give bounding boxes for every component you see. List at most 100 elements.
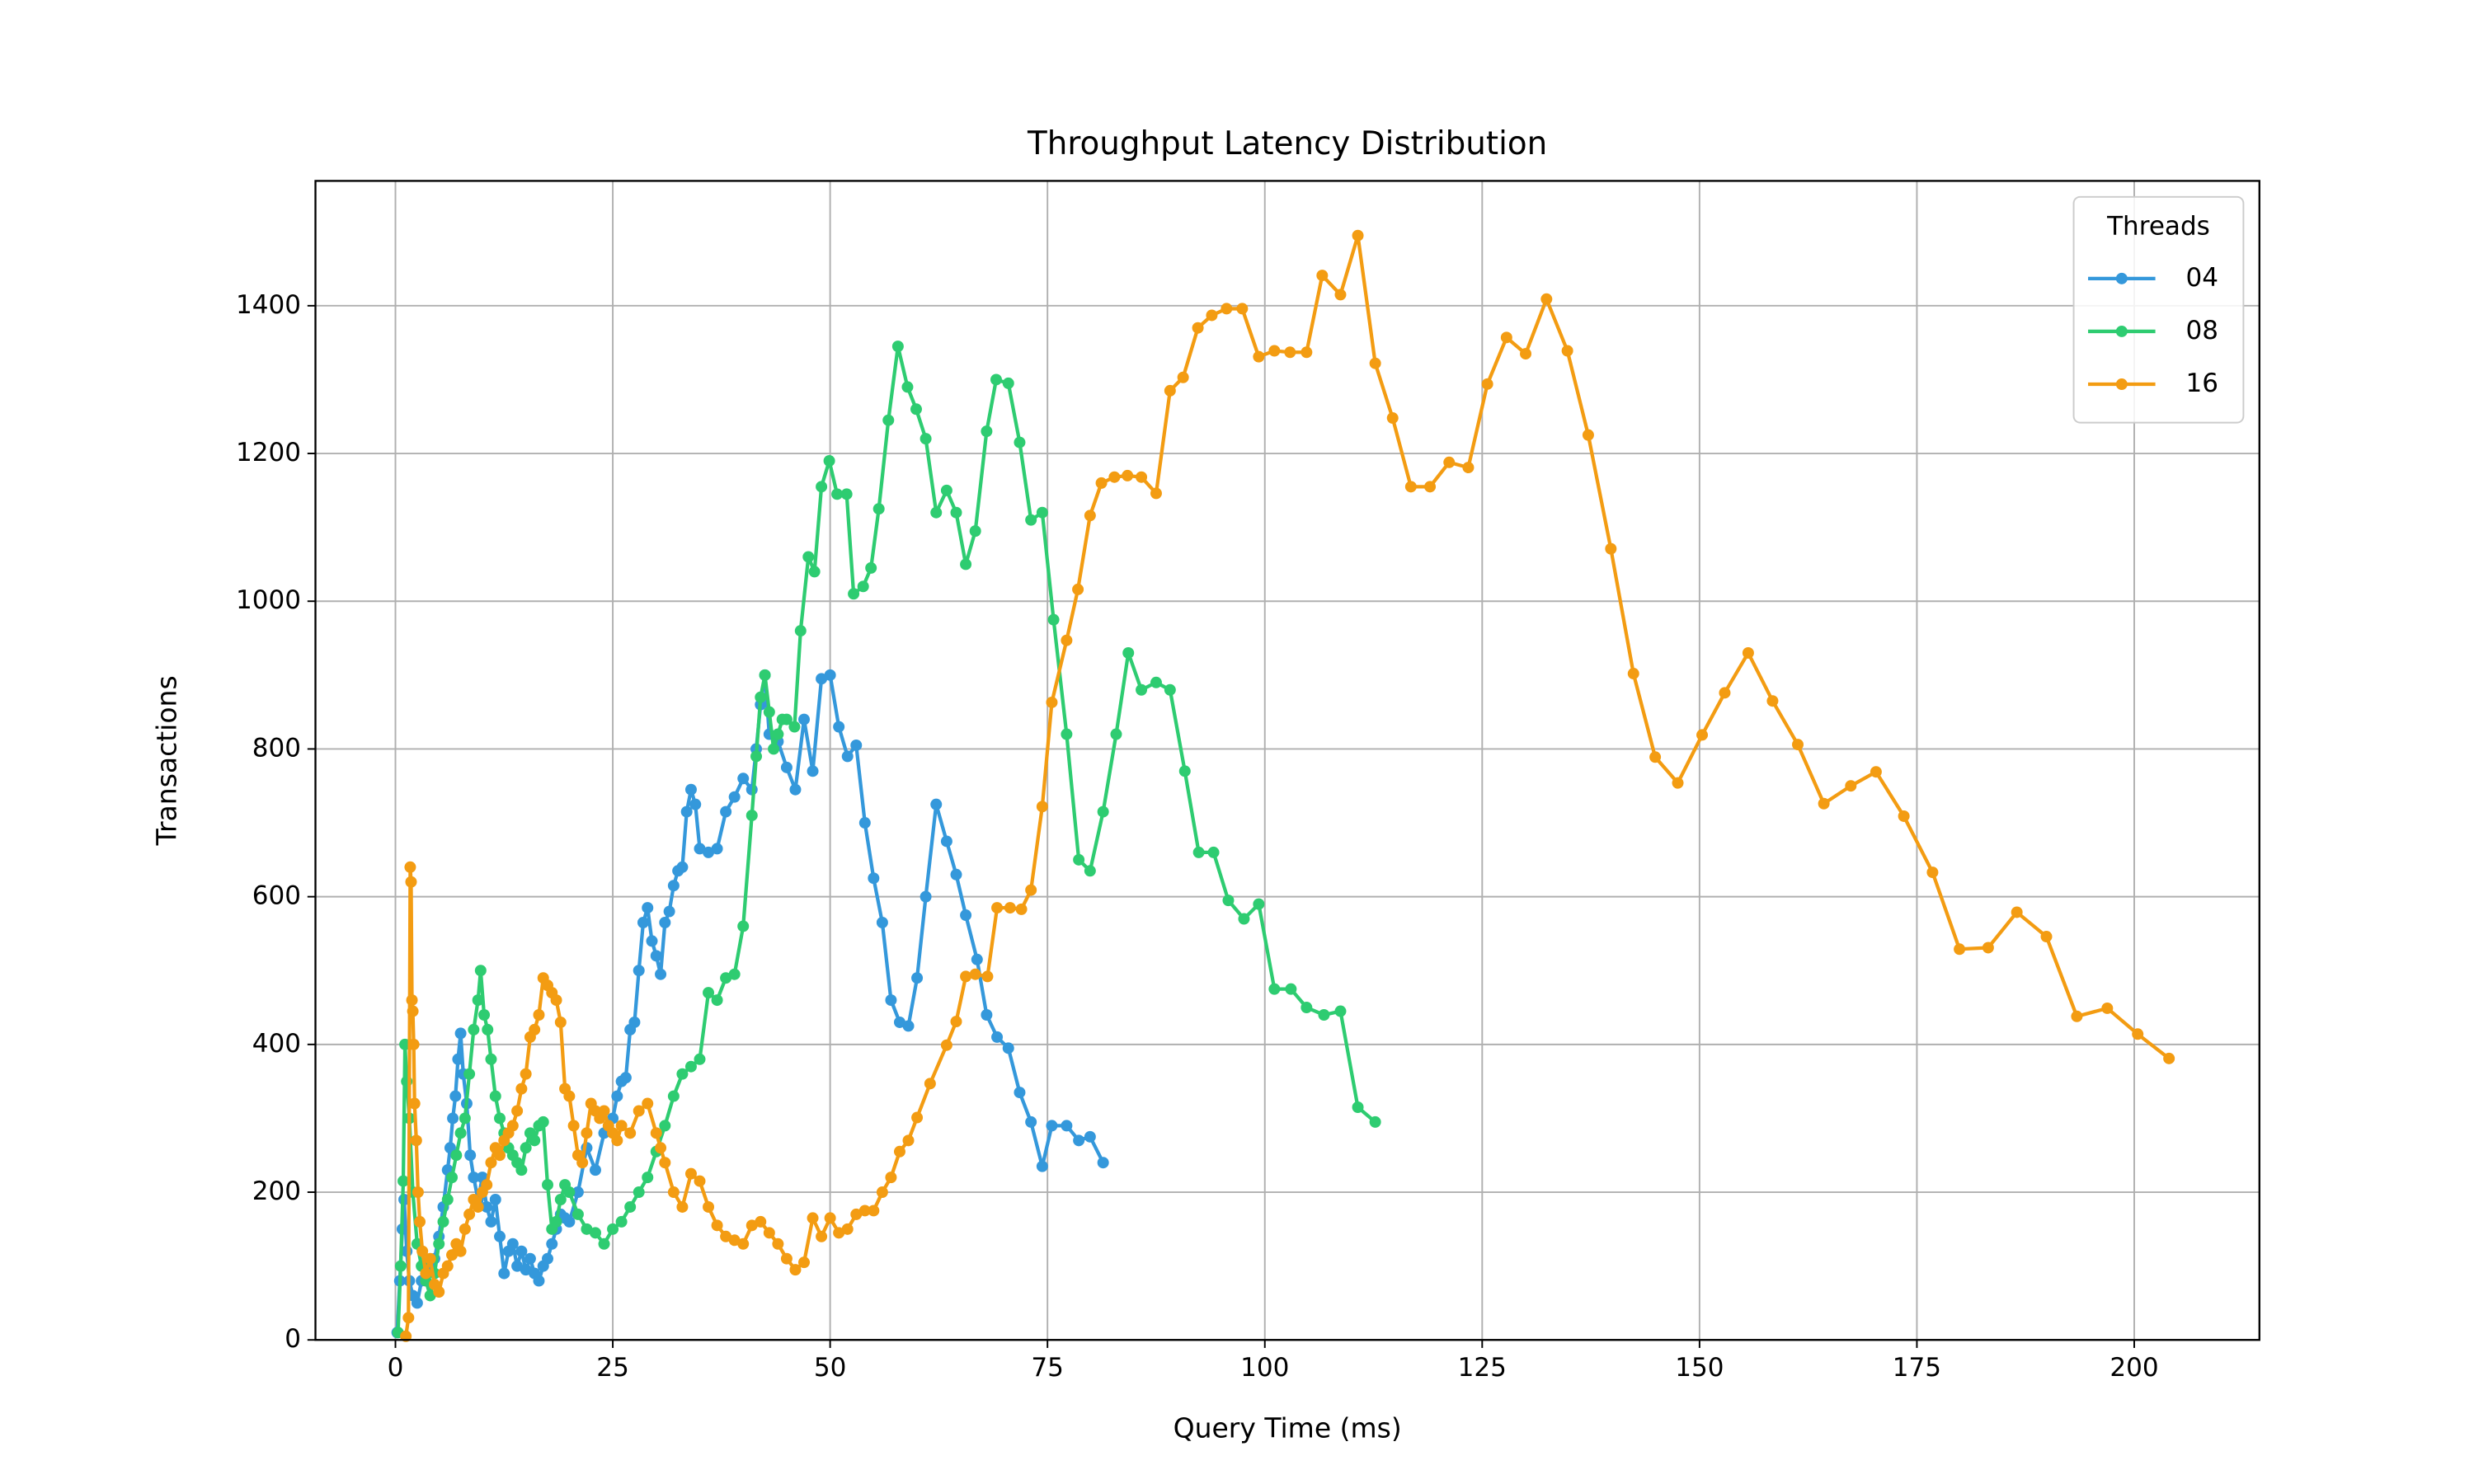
data-point	[563, 1215, 576, 1228]
data-point	[711, 1219, 723, 1232]
data-point	[659, 1120, 671, 1132]
data-point	[772, 728, 784, 740]
data-point	[868, 872, 880, 885]
y-tick-label: 1200	[236, 438, 301, 467]
x-tick-label: 150	[1675, 1353, 1724, 1383]
data-point	[763, 1227, 775, 1239]
data-point	[598, 1237, 610, 1250]
data-point	[2071, 1010, 2083, 1022]
data-point	[611, 1090, 623, 1102]
data-point	[1386, 412, 1399, 425]
data-point	[397, 1175, 409, 1187]
data-point	[1015, 903, 1028, 915]
data-point	[788, 721, 801, 733]
data-point	[420, 1267, 432, 1280]
data-point	[633, 1105, 645, 1117]
data-point	[991, 902, 1004, 914]
data-point	[1046, 697, 1058, 708]
data-point	[868, 1205, 880, 1217]
legend-marker	[2115, 325, 2128, 337]
data-point	[433, 1286, 445, 1298]
plot-area	[391, 229, 2175, 1342]
data-point	[515, 1164, 528, 1176]
data-point	[506, 1120, 519, 1132]
data-point	[506, 1237, 519, 1250]
data-point	[816, 1230, 828, 1242]
data-point	[960, 558, 972, 571]
data-point	[882, 414, 895, 426]
legend-marker	[2115, 378, 2128, 391]
data-point	[969, 968, 981, 980]
data-point	[494, 1112, 506, 1125]
data-point	[1300, 1002, 1313, 1014]
data-point	[655, 968, 667, 980]
data-point	[969, 525, 981, 538]
data-point	[694, 843, 706, 855]
data-point	[474, 965, 487, 977]
data-point	[1072, 583, 1084, 595]
data-point	[893, 1016, 905, 1028]
data-point	[768, 743, 780, 755]
data-point	[454, 1127, 467, 1139]
data-point	[472, 994, 484, 1007]
data-point	[950, 868, 962, 881]
data-point	[2101, 1002, 2114, 1014]
data-point	[833, 721, 845, 733]
data-point	[1095, 477, 1108, 489]
data-point	[802, 551, 815, 563]
data-point	[1150, 487, 1162, 500]
data-point	[408, 1097, 421, 1110]
data-point	[1036, 506, 1048, 519]
data-point	[865, 561, 877, 574]
data-point	[850, 739, 863, 751]
data-point	[991, 1031, 1004, 1043]
data-point	[1561, 345, 1573, 357]
data-point	[533, 1009, 545, 1021]
data-point	[447, 1112, 459, 1125]
data-point	[520, 1068, 532, 1080]
data-point	[463, 1068, 476, 1080]
data-point	[816, 481, 828, 493]
data-point	[920, 890, 932, 903]
data-point	[1285, 983, 1297, 995]
data-point	[1110, 728, 1122, 740]
data-point	[1097, 805, 1109, 818]
data-point	[902, 1020, 915, 1032]
data-point	[694, 1175, 706, 1187]
data-point	[449, 1090, 462, 1102]
data-point	[720, 1230, 732, 1242]
data-point	[807, 765, 819, 777]
data-point	[684, 1060, 697, 1073]
data-point	[1334, 1005, 1347, 1017]
data-point	[1672, 777, 1684, 789]
data-point	[663, 905, 675, 918]
data-point	[1177, 371, 1189, 383]
y-axis-label: Transactions	[150, 675, 182, 846]
data-point	[1481, 378, 1493, 390]
data-point	[841, 1223, 854, 1235]
y-tick-label: 400	[252, 1029, 301, 1059]
data-point	[759, 669, 771, 681]
data-point	[468, 1172, 480, 1184]
data-point	[463, 1208, 476, 1220]
data-point	[1073, 853, 1085, 866]
data-point	[720, 972, 732, 984]
data-point	[1352, 229, 1364, 242]
x-tick-label: 75	[1031, 1353, 1064, 1383]
data-point	[642, 902, 654, 914]
data-point	[990, 373, 1002, 386]
data-point	[485, 1157, 497, 1169]
data-point	[910, 403, 922, 416]
data-point	[1316, 270, 1329, 282]
data-point	[1462, 462, 1475, 474]
data-point	[667, 1186, 680, 1199]
data-point	[1268, 983, 1281, 995]
data-point	[454, 1027, 467, 1040]
data-point	[831, 488, 844, 500]
data-point	[1014, 1087, 1026, 1099]
data-point	[924, 1078, 936, 1090]
data-point	[642, 1172, 654, 1184]
data-point	[780, 713, 793, 726]
data-point	[633, 1186, 645, 1199]
data-point	[611, 1134, 623, 1147]
